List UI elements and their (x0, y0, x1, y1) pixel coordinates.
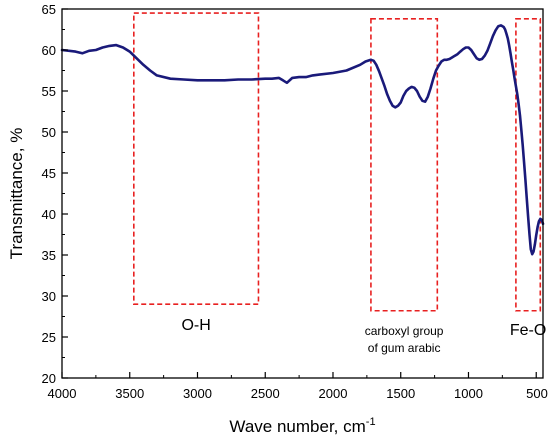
y-tick-label: 20 (42, 371, 56, 386)
x-tick-label: 3000 (183, 386, 212, 401)
annotation-label: Fe-O (510, 322, 546, 339)
x-tick-label: 500 (526, 386, 548, 401)
x-tick-label: 3500 (115, 386, 144, 401)
x-tick-label: 2500 (251, 386, 280, 401)
y-tick-label: 35 (42, 248, 56, 263)
y-axis-ticks: 20 25 30 35 40 45 50 55 60 65 (42, 2, 68, 386)
x-axis-ticks: 4000 3500 3000 2500 2000 1500 1000 500 (48, 372, 548, 401)
series-line (60, 24, 545, 256)
y-tick-label: 45 (42, 166, 56, 181)
x-tick-label: 2000 (319, 386, 348, 401)
y-tick-label: 25 (42, 330, 56, 345)
y-tick-label: 60 (42, 43, 56, 58)
x-tick-label: 1000 (454, 386, 483, 401)
x-tick-label: 4000 (48, 386, 77, 401)
y-tick-label: 65 (42, 2, 56, 17)
y-axis-title: Transmittance, % (7, 128, 26, 260)
y-tick-label: 50 (42, 125, 56, 140)
y-tick-label: 30 (42, 289, 56, 304)
annotation-label-line2: of gum arabic (368, 341, 441, 355)
annotation-label: O-H (181, 317, 210, 334)
y-tick-label: 40 (42, 207, 56, 222)
annotation-box (370, 18, 439, 312)
y-tick-label: 55 (42, 84, 56, 99)
annotation-box (515, 18, 542, 312)
x-axis-title: Wave number, cm-1 (229, 416, 375, 436)
x-tick-label: 1500 (386, 386, 415, 401)
x-axis-title-superscript: -1 (366, 416, 376, 428)
annotation-layer: O-H carboxyl group of gum arabic Fe-O (133, 12, 546, 355)
annotation-box (133, 12, 260, 306)
annotation-label: carboxyl group (365, 324, 444, 338)
